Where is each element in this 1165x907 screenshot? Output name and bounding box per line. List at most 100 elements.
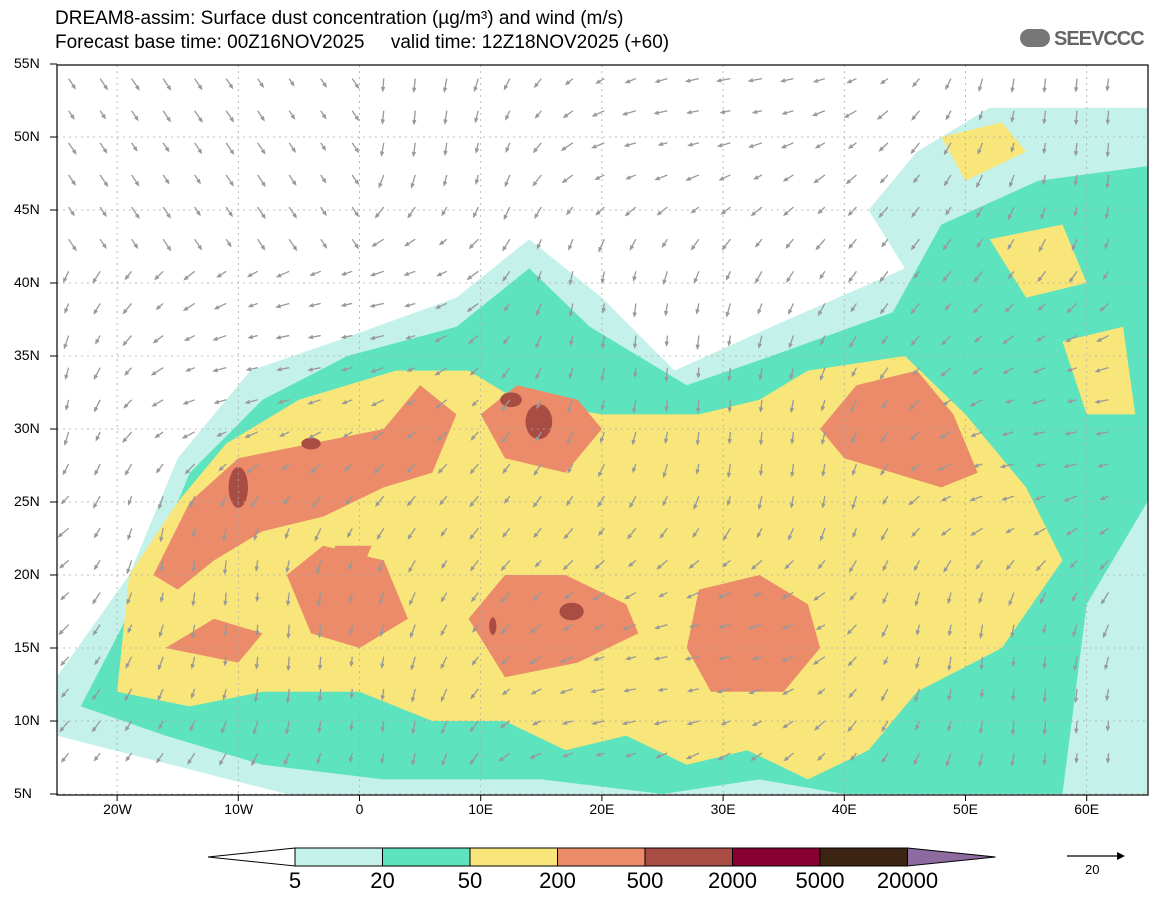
wind-arrow <box>254 688 259 703</box>
wind-arrow <box>1007 206 1015 221</box>
wind-arrow <box>727 335 732 347</box>
wind-arrow <box>720 206 731 215</box>
wind-arrow <box>91 720 101 733</box>
colorbar-label: 20000 <box>876 868 939 893</box>
wind-arrow <box>979 656 984 671</box>
wind-arrow <box>529 656 542 665</box>
wind-arrow <box>978 592 984 604</box>
wind-arrow <box>183 334 195 341</box>
wind-arrow <box>750 559 763 571</box>
wind-arrow <box>404 302 416 308</box>
wind-arrow <box>598 238 605 253</box>
colorbar-segment <box>294 847 383 867</box>
wind-arrow <box>505 110 511 121</box>
wind-arrow <box>502 335 511 345</box>
wind-arrow <box>979 688 985 699</box>
wind-arrow <box>380 110 386 125</box>
wind-arrow <box>218 463 227 472</box>
wind-arrow <box>406 431 416 440</box>
wind-arrow <box>405 334 416 340</box>
wind-arrow <box>568 238 574 251</box>
lon-label: 30E <box>710 801 736 817</box>
wind-arrow <box>664 303 669 317</box>
wind-arrow <box>93 560 101 571</box>
wind-arrow <box>914 592 921 607</box>
wind-arrow <box>627 559 637 568</box>
wind-arrow <box>1094 367 1109 373</box>
lat-label: 35N <box>14 347 40 363</box>
wind-arrow <box>912 78 920 88</box>
wind-arrow <box>693 495 700 510</box>
wind-arrow <box>99 238 107 250</box>
wind-arrow <box>598 527 605 536</box>
wind-arrow <box>937 463 952 471</box>
wind-arrow <box>595 752 605 757</box>
wind-arrow <box>162 206 171 219</box>
wind-arrow <box>846 78 857 84</box>
wind-arrow <box>288 174 297 186</box>
wind-arrow <box>947 592 952 605</box>
wind-arrow <box>755 271 763 284</box>
wind-arrow <box>370 399 385 407</box>
colorbar-label: 20 <box>370 868 395 893</box>
wind-arrow <box>94 656 101 666</box>
wind-arrow <box>879 78 889 85</box>
wind-arrow <box>688 623 700 629</box>
wind-arrow <box>378 174 385 189</box>
wind-arrow <box>693 271 700 284</box>
wind-arrow <box>532 495 542 508</box>
wind-arrow <box>348 752 354 763</box>
wind-arrow <box>973 270 983 283</box>
wind-arrow <box>439 495 448 506</box>
wind-arrow <box>850 752 857 762</box>
wind-arrow <box>257 206 266 220</box>
wind-arrow <box>941 335 952 346</box>
wind-arrow <box>600 271 605 285</box>
wind-arrow <box>534 206 542 220</box>
wind-arrow <box>817 206 826 215</box>
wind-arrow <box>782 720 794 729</box>
wind-arrow <box>342 431 353 438</box>
wind-arrow <box>92 495 101 509</box>
wind-arrow <box>561 752 574 758</box>
wind-arrow <box>978 720 984 735</box>
wind-arrow <box>68 206 75 217</box>
wind-arrow <box>219 752 227 766</box>
wind-arrow <box>1074 753 1079 764</box>
wind-arrow <box>158 495 164 510</box>
wind-arrow <box>223 624 228 637</box>
wind-arrow <box>658 591 668 598</box>
wind-arrow <box>915 656 921 670</box>
wind-arrow <box>851 367 857 378</box>
wind-arrow <box>1099 559 1109 571</box>
wind-arrow <box>947 624 953 637</box>
lat-label: 5N <box>14 785 32 801</box>
wind-arrow <box>470 688 479 700</box>
wind-arrow <box>1104 206 1110 220</box>
wind-arrow <box>593 656 605 661</box>
wind-arrow <box>595 206 605 216</box>
wind-arrow <box>632 303 637 318</box>
wind-arrow <box>411 720 416 735</box>
wind-arrow <box>443 142 448 157</box>
wind-arrow <box>93 367 101 381</box>
wind-arrow <box>563 527 574 540</box>
wind-arrow <box>348 560 353 571</box>
wind-arrow <box>286 656 291 672</box>
map-frame <box>56 64 1149 796</box>
wind-arrow <box>978 110 984 121</box>
wind-arrow <box>501 431 511 444</box>
wind-arrow <box>1010 142 1015 153</box>
logo-text: SEEVCCC <box>1054 28 1145 50</box>
wind-arrow <box>436 270 448 277</box>
wind-arrow <box>500 559 511 572</box>
wind-arrow <box>881 752 889 764</box>
wind-arrow <box>882 495 889 505</box>
wind-arrow <box>216 431 227 437</box>
wind-arrow <box>314 528 322 542</box>
wind-arrow <box>340 367 353 372</box>
wind-arrow <box>627 527 637 540</box>
wind-arrow <box>380 688 385 701</box>
wind-arrow <box>781 688 794 695</box>
wind-arrow <box>717 752 731 761</box>
